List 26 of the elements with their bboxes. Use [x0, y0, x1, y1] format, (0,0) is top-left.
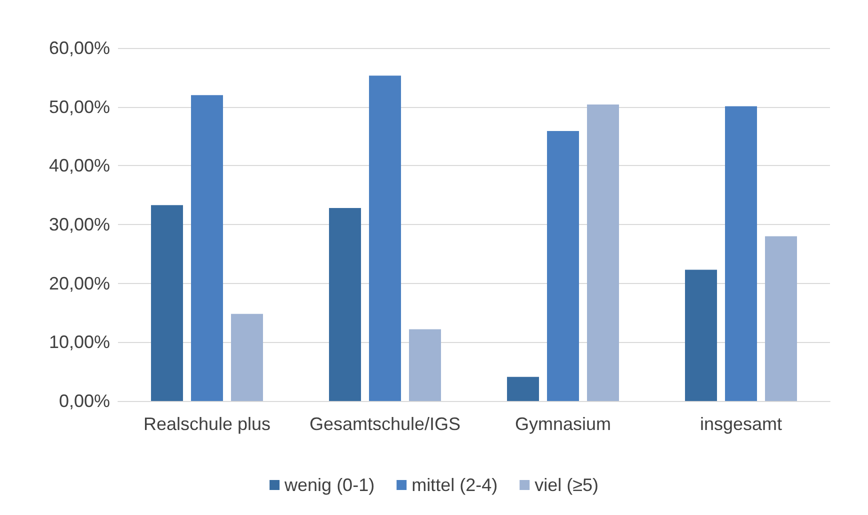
bar [231, 314, 263, 401]
legend-label: wenig (0-1) [284, 475, 375, 495]
bar [547, 130, 579, 401]
bar [725, 106, 757, 401]
legend-label: mittel (2-4) [412, 475, 498, 495]
bar [587, 104, 619, 401]
y-tick-label: 30,00% [48, 214, 110, 234]
x-tick-label: Gesamtschule/IGS [309, 414, 461, 434]
bar [369, 76, 401, 401]
legend-label: viel (≥5) [534, 475, 598, 495]
bar [151, 205, 183, 401]
bar [685, 270, 717, 401]
y-tick-label: 40,00% [48, 156, 110, 176]
bar [409, 329, 441, 401]
y-tick-label: 50,00% [48, 96, 110, 117]
x-tick-label: Realschule plus [143, 414, 271, 434]
y-tick-label: 10,00% [48, 332, 110, 352]
bar [329, 208, 361, 401]
bar [765, 236, 797, 401]
bar [507, 376, 539, 401]
bar [191, 95, 223, 401]
y-tick-label: 60,00% [48, 38, 110, 58]
x-tick-label: Gymnasium [514, 414, 612, 434]
y-tick-label: 20,00% [48, 273, 110, 294]
x-tick-label: insgesamt [700, 414, 782, 434]
y-tick-label: 0,00% [58, 391, 110, 411]
